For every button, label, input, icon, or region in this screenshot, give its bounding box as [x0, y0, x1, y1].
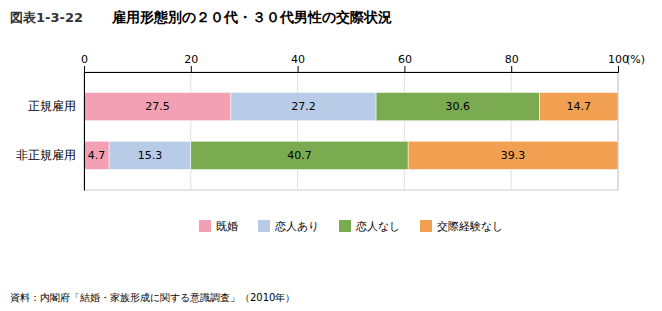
- y-tick: 非正規雇用: [16, 148, 84, 162]
- x-tick: 80: [505, 53, 519, 72]
- data-label: 40.7: [287, 149, 312, 162]
- x-tick-mark: [191, 66, 192, 72]
- series: [408, 92, 618, 169]
- plot-frame: [84, 72, 618, 190]
- x-tick: 20: [184, 53, 198, 72]
- x-tick-label: 80: [505, 53, 519, 66]
- x-tick-label: 40: [291, 53, 305, 66]
- legend-swatch: [420, 220, 432, 232]
- x-tick-mark: [298, 66, 299, 72]
- legend-label: 恋人あり: [274, 220, 319, 233]
- figure-label: 図表1-3-22: [10, 10, 83, 25]
- legend-swatch: [339, 220, 351, 232]
- x-tick-mark: [618, 66, 619, 72]
- x-axis-line: [85, 66, 619, 73]
- y-axis: 正規雇用非正規雇用: [16, 73, 85, 191]
- y-tick-label: 非正規雇用: [16, 148, 76, 162]
- legend-label: 既婚: [216, 220, 238, 233]
- x-tick-label: 0: [81, 53, 88, 66]
- grid-line: [404, 72, 405, 190]
- legend-item: 恋人なし: [339, 220, 400, 233]
- bars: [84, 92, 618, 169]
- legend-item: 恋人あり: [258, 220, 319, 233]
- data-label: 4.7: [88, 149, 106, 162]
- legend-label: 交際経験なし: [437, 220, 503, 233]
- x-tick: 0: [81, 53, 88, 72]
- x-tick-mark: [511, 66, 512, 72]
- chart: 図表1-3-22 雇用形態別の２０代・３０代男性の交際状況 27.5 4.7 27.2 1…: [0, 0, 662, 311]
- data-label: 39.3: [501, 149, 525, 162]
- x-tick-mark: [84, 66, 85, 72]
- x-tick: 40: [291, 53, 305, 72]
- data-label: 15.3: [138, 149, 163, 162]
- bar: [84, 141, 109, 169]
- bar: [109, 141, 191, 169]
- source-note: 資料：内閣府「結婚・家族形成に関する意識調査」（2010年）: [10, 292, 295, 303]
- data-labels: 27.5 4.7 27.2 15.3 30.6 40.7 14.7 39.3: [88, 100, 591, 162]
- data-label: 27.5: [145, 100, 170, 113]
- bar: [84, 92, 231, 120]
- x-tick: 60: [398, 53, 412, 72]
- y-tick-label: 正規雇用: [28, 99, 76, 113]
- legend-item: 交際経験なし: [420, 220, 503, 233]
- legend-label: 恋人なし: [355, 220, 400, 233]
- grid: [84, 72, 618, 190]
- legend-swatch: [258, 220, 270, 232]
- bar: [191, 141, 408, 169]
- bar: [231, 92, 376, 120]
- bar: [540, 92, 618, 120]
- grid-line: [297, 72, 298, 190]
- grid-line: [190, 72, 191, 190]
- bar: [408, 141, 618, 169]
- y-tick: 正規雇用: [28, 99, 84, 113]
- x-axis: 020406080100: [81, 53, 629, 73]
- x-tick-mark: [404, 66, 405, 72]
- legend-item: 既婚: [199, 220, 238, 233]
- legend: 既婚 恋人あり 恋人なし 交際経験なし: [199, 220, 503, 233]
- x-tick-label: 60: [398, 53, 412, 66]
- data-label: 27.2: [291, 100, 316, 113]
- plot: 27.5 4.7 27.2 15.3 30.6 40.7 14.7 39.3 0 20 40 60 80…: [16, 53, 629, 191]
- bar: [376, 92, 539, 120]
- data-label: 30.6: [446, 100, 471, 113]
- x-tick-label: 20: [184, 53, 198, 66]
- x-axis-label: (%): [626, 53, 645, 66]
- title: 雇用形態別の２０代・３０代男性の交際状況: [111, 9, 392, 25]
- y-axis-line: [84, 73, 85, 191]
- data-label: 14.7: [567, 100, 592, 113]
- legend-swatch: [199, 220, 211, 232]
- grid-line: [511, 72, 512, 190]
